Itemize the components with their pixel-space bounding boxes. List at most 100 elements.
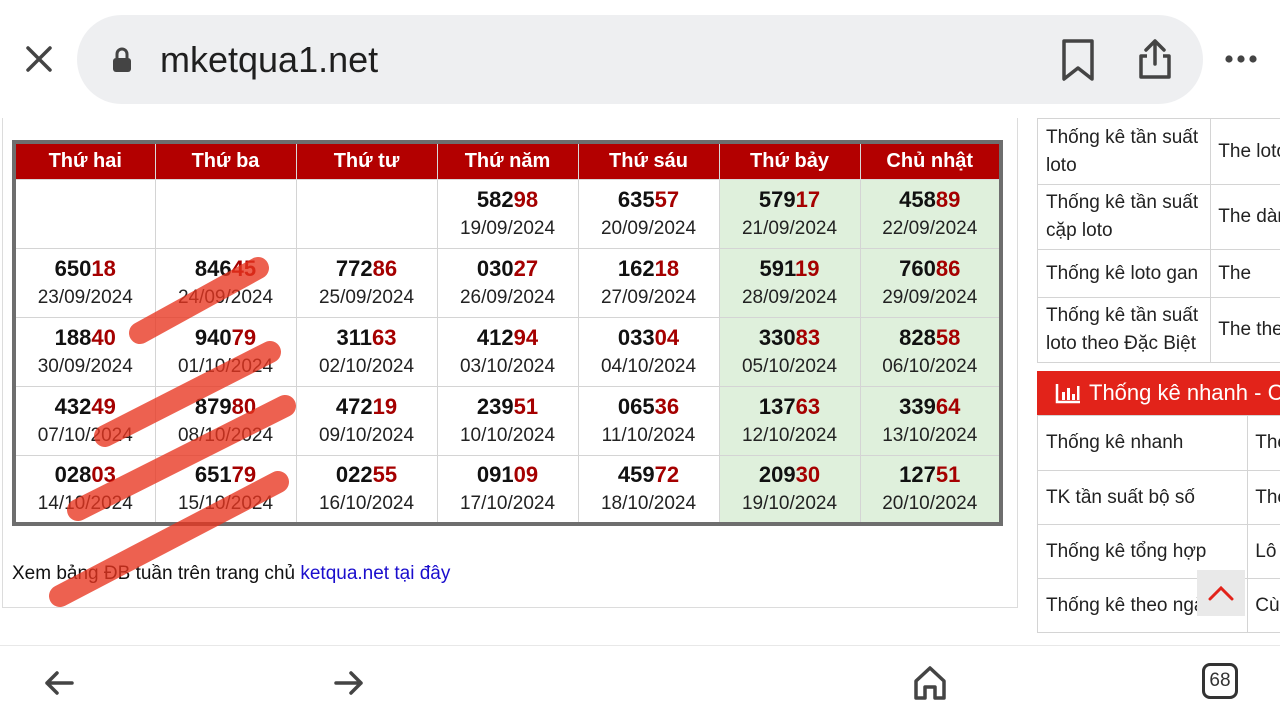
bookmark-icon [1062,39,1094,81]
result-last-two-digits: 51 [513,393,539,419]
stats-link[interactable]: Thống kê tần suất loto [1036,118,1212,185]
result-date: 02/10/2024 [318,355,415,377]
stats-link[interactable]: Thống kê tần suất cặp loto [1036,184,1212,250]
home-button[interactable] [911,664,949,707]
address-bar[interactable] [77,15,1203,104]
chevron-up-icon [1208,585,1234,601]
stats-link[interactable]: TK tần suất bộ số [1036,470,1249,525]
footer-note: Xem bảng ĐB tuần trên trang chủ ketqua.n… [12,563,450,585]
result-number: 33964 [861,393,1000,421]
result-number: 63557 [579,186,719,214]
result-date: 03/10/2024 [459,355,556,377]
result-number: 12751 [861,461,1000,489]
result-prefix: 188 [54,324,92,350]
stats-link[interactable]: Thống kê tần suất loto theo Đặc Biệt [1036,297,1212,363]
stats-description: The [1247,470,1280,525]
result-prefix: 650 [54,255,92,281]
result-number: 02803 [16,461,155,489]
result-last-two-digits: 86 [372,255,398,281]
result-prefix: 339 [899,393,936,419]
stats-row[interactable]: Thống kê nhanhThe [1036,415,1280,471]
back-to-top-button[interactable] [1197,570,1245,616]
result-last-two-digits: 09 [513,461,539,487]
stats-link[interactable]: Thống kê loto gan [1036,249,1212,298]
stats-row[interactable]: Thống kê tổng hợp Lô [1036,524,1280,579]
stats-link[interactable]: Thống kê nhanh [1036,415,1249,471]
bookmark-button[interactable] [1060,38,1096,82]
result-date: 06/10/2024 [882,355,978,377]
result-date: 25/09/2024 [318,286,415,308]
close-tab-button[interactable] [20,40,58,78]
stats-sidebar-bottom: Thống kê nhanhTheTK tần suất bộ sốTheThố… [1036,415,1280,633]
result-number: 59119 [720,255,860,283]
result-prefix: 091 [476,461,514,487]
result-prefix: 828 [899,324,936,350]
result-number: 03304 [579,324,719,352]
results-panel: Thứ hai Thứ ba Thứ tư Thứ năm Thứ sáu Thứ bảy… [2,118,1018,608]
result-date: 17/10/2024 [459,492,556,514]
result-number: 94079 [156,324,296,352]
more-menu-button[interactable] [1224,48,1258,70]
forward-button[interactable] [332,666,366,705]
result-cell: 02803 14/10/2024 [13,454,156,525]
result-date: 15/10/2024 [177,492,274,514]
share-button[interactable] [1136,38,1174,80]
browser-bottom-bar [0,645,1280,720]
result-last-two-digits: 79 [231,324,257,350]
browser-toolbar: mketqua1.net [0,0,1280,118]
result-last-two-digits: 51 [935,461,961,487]
result-date: 22/09/2024 [882,217,978,239]
stats-description: The the [1210,297,1280,363]
result-cell: 33083 05/10/2024 [718,316,861,387]
result-prefix: 209 [758,461,796,487]
result-date: 13/10/2024 [882,424,978,446]
result-date: 19/10/2024 [741,492,838,514]
result-cell: 47219 09/10/2024 [295,385,438,456]
result-cell: 09109 17/10/2024 [436,454,579,525]
back-button[interactable] [42,666,76,705]
result-last-two-digits: 18 [654,255,680,281]
result-cell: 02255 16/10/2024 [295,454,438,525]
stats-description: Cù [1247,578,1280,633]
stats-link[interactable]: Thống kê tổng hợp [1036,524,1249,579]
result-number: 45889 [861,186,1000,214]
result-cell: 87980 08/10/2024 [154,385,297,456]
result-last-two-digits: 79 [231,461,257,487]
stats-row[interactable]: TK tần suất bộ sốThe [1036,470,1280,525]
home-icon [914,666,946,700]
result-date: 29/09/2024 [882,286,978,308]
result-last-two-digits: 98 [513,186,539,212]
result-date: 19/09/2024 [459,217,556,239]
result-number: 33083 [720,324,860,352]
weekly-special-results-table: Thứ hai Thứ ba Thứ tư Thứ năm Thứ sáu Thứ bảy… [12,140,1003,526]
url-text[interactable]: mketqua1.net [160,39,379,80]
stats-row[interactable]: Thống kê tần suất loto theo Đặc Biệt The … [1036,297,1280,363]
result-date: 04/10/2024 [600,355,697,377]
result-date: 08/10/2024 [177,424,274,446]
column-header: Thứ tư [295,141,438,180]
stats-row[interactable]: Thống kê loto gan The [1036,249,1280,298]
result-cell: 12751 20/10/2024 [859,454,1002,525]
result-cell: 45972 18/10/2024 [577,454,720,525]
stats-description: The [1247,415,1280,471]
share-icon [1139,39,1171,79]
result-last-two-digits: 40 [91,324,116,350]
result-prefix: 330 [758,324,796,350]
tab-switcher-button[interactable]: 68 [1202,663,1238,699]
result-number: 65179 [156,461,296,489]
result-last-two-digits: 17 [795,186,821,212]
result-cell: 33964 13/10/2024 [859,385,1002,456]
result-last-two-digits: 19 [372,393,398,419]
result-prefix: 772 [335,255,373,281]
result-prefix: 760 [899,255,936,281]
result-cell: 23951 10/10/2024 [436,385,579,456]
result-number: 58298 [438,186,578,214]
result-cell: 18840 30/09/2024 [13,316,156,387]
result-date: 11/10/2024 [601,424,696,446]
result-cell: 03027 26/09/2024 [436,247,579,318]
result-date: 24/09/2024 [177,286,274,308]
homepage-link[interactable]: ketqua.net tại đây [300,563,451,584]
